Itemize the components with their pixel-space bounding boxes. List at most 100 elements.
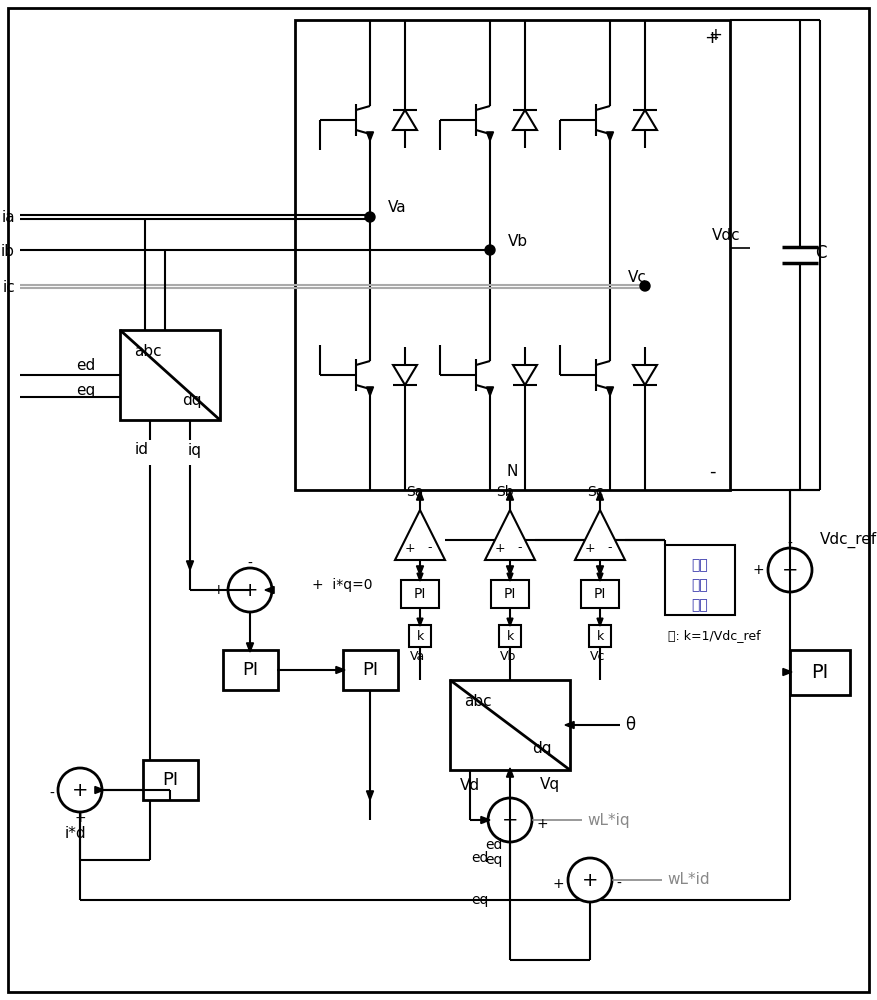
Bar: [143, 760, 198, 800]
Polygon shape: [367, 132, 374, 141]
Polygon shape: [507, 618, 513, 626]
Text: k: k: [417, 630, 424, 643]
Polygon shape: [265, 586, 275, 593]
Polygon shape: [633, 110, 657, 130]
Polygon shape: [417, 491, 424, 500]
Bar: [790, 650, 850, 695]
Text: Vd: Vd: [460, 778, 480, 792]
Text: Vdc_ref: Vdc_ref: [820, 532, 877, 548]
Bar: [499, 625, 521, 647]
Polygon shape: [367, 791, 374, 800]
Text: -: -: [608, 542, 612, 554]
Text: 波发: 波发: [692, 578, 709, 592]
Bar: [223, 650, 278, 690]
Text: k: k: [596, 630, 603, 643]
Text: PI: PI: [362, 661, 378, 679]
Text: Vc: Vc: [628, 269, 647, 284]
Polygon shape: [246, 643, 253, 652]
Bar: [589, 625, 611, 647]
Text: +: +: [708, 26, 722, 44]
Text: k: k: [506, 630, 514, 643]
Text: +: +: [781, 560, 798, 580]
Text: +: +: [242, 580, 258, 599]
Bar: [343, 650, 398, 690]
Text: PI: PI: [594, 587, 606, 601]
Text: C: C: [815, 244, 826, 262]
Text: PI: PI: [162, 771, 178, 789]
Text: abc: abc: [464, 694, 492, 710]
Text: +: +: [495, 542, 505, 554]
Text: id: id: [135, 442, 149, 458]
Polygon shape: [783, 668, 792, 676]
Polygon shape: [565, 722, 574, 728]
Circle shape: [485, 245, 495, 255]
Polygon shape: [597, 573, 603, 581]
Bar: [120, 330, 220, 420]
Text: +: +: [553, 877, 564, 891]
Bar: [409, 625, 431, 647]
Text: ed: ed: [471, 851, 488, 865]
Text: Vq: Vq: [540, 778, 560, 792]
Bar: [491, 580, 529, 608]
Text: iq: iq: [188, 442, 202, 458]
Polygon shape: [367, 387, 374, 396]
Text: 生器: 生器: [692, 598, 709, 612]
Polygon shape: [575, 510, 625, 560]
Text: -: -: [247, 557, 253, 571]
Text: +: +: [75, 811, 86, 825]
Polygon shape: [481, 816, 490, 824]
Text: 三角: 三角: [692, 558, 709, 572]
Text: ed: ed: [75, 358, 95, 372]
Text: Vb: Vb: [508, 234, 528, 249]
Text: Vdc: Vdc: [711, 229, 740, 243]
Text: +: +: [502, 810, 518, 830]
Polygon shape: [417, 618, 423, 626]
Text: PI: PI: [811, 662, 829, 682]
Text: 注: k=1/Vdc_ref: 注: k=1/Vdc_ref: [668, 630, 760, 643]
Polygon shape: [417, 566, 424, 575]
Text: Va: Va: [410, 650, 425, 664]
Polygon shape: [485, 510, 535, 560]
Text: +: +: [404, 542, 416, 554]
Text: Vb: Vb: [500, 650, 517, 664]
Text: +: +: [581, 870, 598, 890]
Text: PI: PI: [503, 587, 517, 601]
Polygon shape: [393, 110, 417, 130]
Text: -: -: [479, 817, 484, 831]
Text: Sc: Sc: [587, 485, 603, 499]
Polygon shape: [507, 491, 514, 500]
Text: +  i*q=0: + i*q=0: [312, 578, 373, 592]
Circle shape: [768, 548, 812, 592]
Text: Sb: Sb: [496, 485, 514, 499]
Text: -: -: [517, 542, 522, 554]
Text: wL*id: wL*id: [667, 872, 709, 888]
Text: wL*iq: wL*iq: [587, 812, 630, 828]
Bar: [401, 580, 439, 608]
Text: PI: PI: [414, 587, 426, 601]
Text: dq: dq: [532, 740, 552, 756]
Bar: [450, 680, 570, 770]
Text: dq: dq: [182, 392, 202, 408]
Circle shape: [365, 212, 375, 222]
Text: Vc: Vc: [590, 650, 606, 664]
Polygon shape: [336, 666, 345, 674]
Polygon shape: [487, 132, 494, 141]
Text: Va: Va: [388, 200, 407, 215]
Text: +: +: [536, 817, 547, 831]
Text: abc: abc: [134, 344, 162, 360]
Circle shape: [568, 858, 612, 902]
Polygon shape: [487, 387, 494, 396]
Circle shape: [228, 568, 272, 612]
Text: ed: ed: [485, 838, 503, 852]
Circle shape: [640, 281, 650, 291]
Polygon shape: [513, 110, 537, 130]
Polygon shape: [607, 132, 614, 141]
Bar: [665, 545, 735, 615]
Polygon shape: [607, 387, 614, 396]
Text: N: N: [506, 464, 517, 480]
Text: +: +: [752, 563, 764, 577]
Text: -: -: [616, 877, 621, 891]
Polygon shape: [395, 510, 445, 560]
Polygon shape: [597, 618, 603, 626]
Text: eq: eq: [75, 382, 95, 397]
